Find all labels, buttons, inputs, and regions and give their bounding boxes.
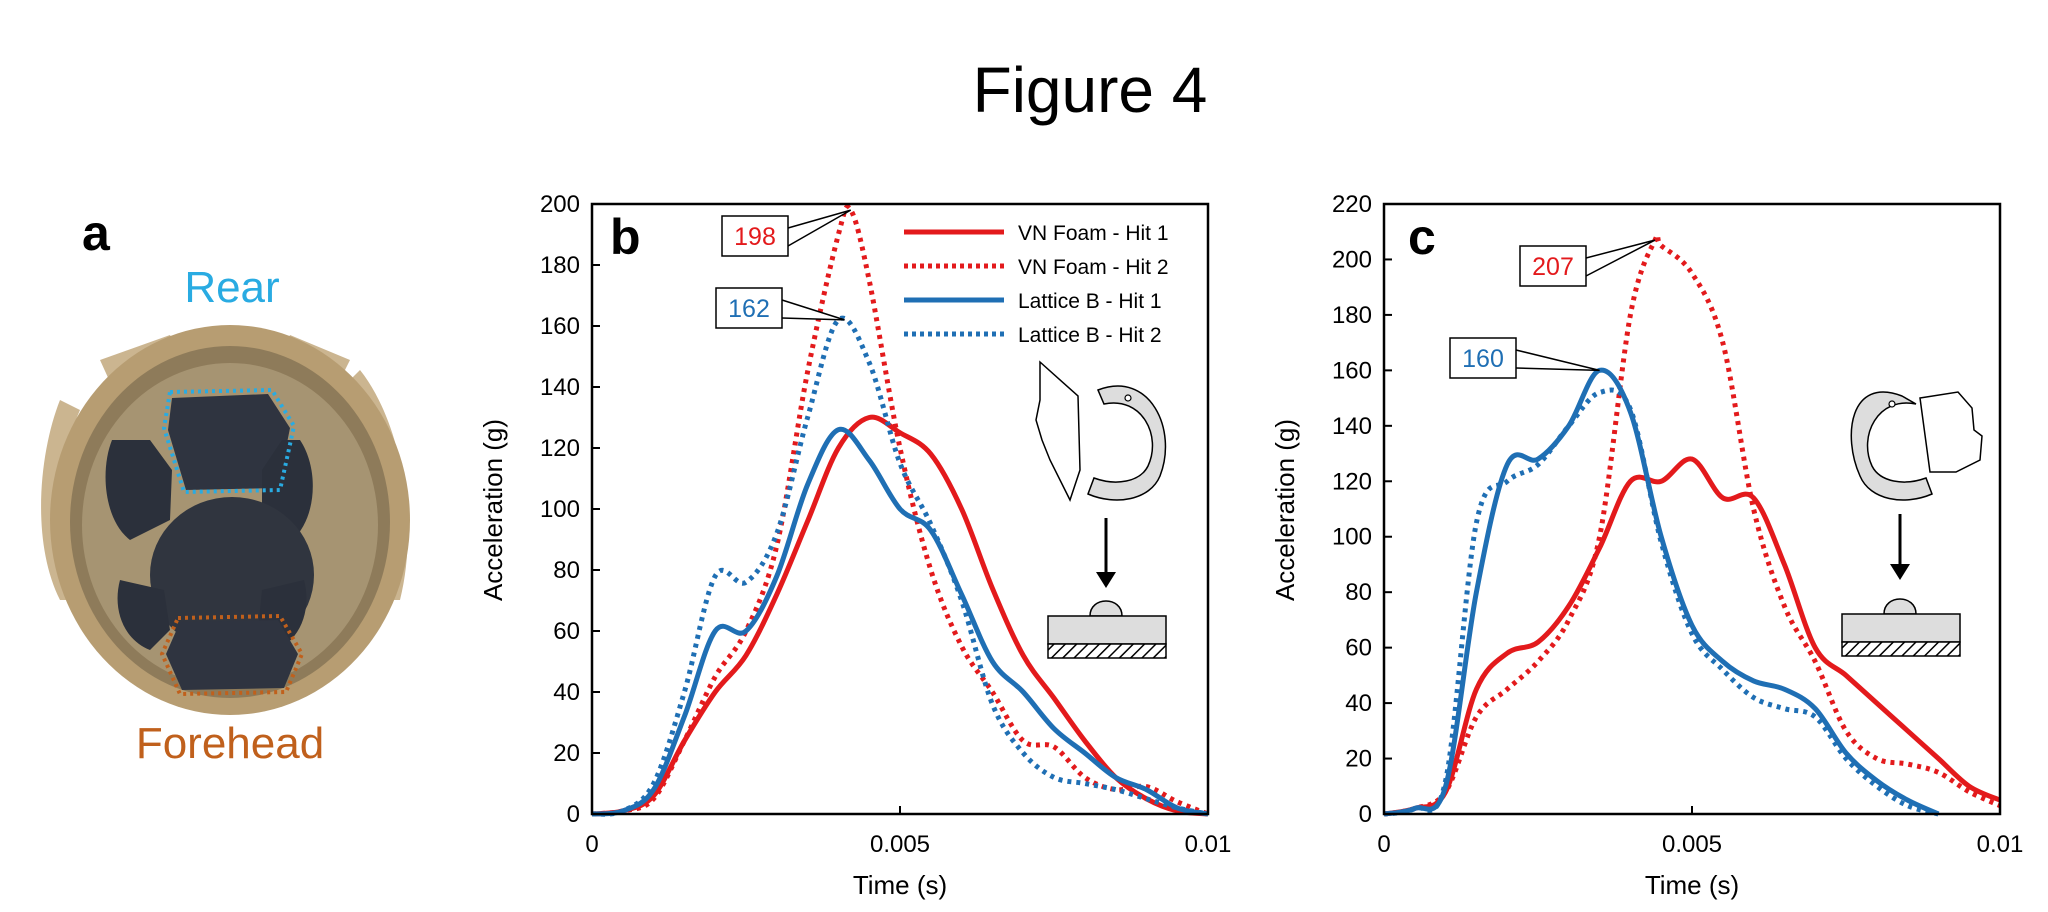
panel-c-head-profile — [1919, 391, 1983, 473]
panel-b-callouts: 198 162 — [715, 209, 852, 329]
panel-b-callout-box — [715, 287, 783, 329]
panel-c-y-tick-label: 100 — [1332, 524, 1372, 551]
panel-c-x-tick-label: 0.005 — [1662, 831, 1722, 858]
panel-b-y-tick-label: 160 — [540, 313, 580, 340]
panel-c-x-tick-label: 0 — [1377, 831, 1390, 858]
forehead-pad — [166, 620, 298, 690]
legend: VN Foam - Hit 1 VN Foam - Hit 2 Lattice … — [904, 222, 1169, 347]
panel-c: 0 20 40 60 80 100 120 140 160 180 200 220 0 0.005 0.01… — [1270, 191, 2023, 900]
panel-c-x-axis-title: Time (s) — [1645, 870, 1739, 900]
side-pad-left-upper — [105, 440, 172, 540]
panel-b-x-axis-title: Time (s) — [853, 870, 947, 900]
panel-b-callout-value: 162 — [728, 295, 770, 323]
panel-b-y-tick-label: 140 — [540, 374, 580, 401]
panel-a-letter: a — [82, 205, 111, 261]
panel-b-x-tick-label: 0.01 — [1185, 831, 1232, 858]
panel-c-anvil-base — [1841, 613, 1961, 643]
panel-b-y-tick-label: 0 — [567, 801, 580, 828]
panel-c-callouts: 207 160 — [1449, 239, 1656, 379]
panel-b-arrow-down-icon — [1096, 572, 1116, 588]
panel-c-anvil-dome — [1883, 598, 1917, 615]
panel-c-y-tick-label: 80 — [1345, 579, 1372, 606]
panel-b-callout-box — [721, 215, 789, 257]
rear-pad — [168, 394, 290, 490]
panel-a: a Rear Forehead — [41, 205, 410, 768]
panel-c-series — [1383, 232, 2002, 817]
forehead-pad-outline — [159, 613, 305, 697]
panel-c-x-tick-label: 0.01 — [1977, 831, 2024, 858]
panel-b-y-tick-label: 120 — [540, 435, 580, 462]
panel-c-callout-box — [1449, 337, 1517, 379]
rear-label: Rear — [184, 263, 279, 312]
helmet-illustration — [41, 325, 410, 715]
panel-b-anvil-base — [1047, 615, 1167, 645]
panel-c-y-tick-label: 20 — [1345, 746, 1372, 773]
panel-c-helmet-rivet-icon — [1888, 400, 1896, 408]
panel-b-y-axis-title-text: Acceleration (g) — [478, 419, 508, 601]
panel-b-y-tick-label: 180 — [540, 252, 580, 279]
legend-label-vn-foam-hit-1: VN Foam - Hit 1 — [1018, 222, 1169, 245]
panel-b-ground-hatch — [1047, 643, 1167, 659]
panel-b-x-tick-label: 0 — [585, 831, 598, 858]
panel-b-ticks: 0 20 40 60 80 100 120 140 160 180 200 0 0.005 0.01 — [540, 191, 1231, 858]
panel-b-plot-frame — [590, 202, 1210, 816]
panel-b-y-tick-label: 80 — [553, 557, 580, 584]
panel-c-y-axis-title-text: Acceleration (g) — [1270, 419, 1300, 601]
panel-c-y-tick-label: 160 — [1332, 357, 1372, 384]
panel-b-series-lattice-b-hit-2 — [591, 315, 1209, 817]
panel-c-plot-frame — [1382, 202, 2002, 816]
panel-b-callout-pointer — [787, 209, 852, 247]
panel-b-letter: b — [610, 209, 641, 265]
panel-b-helmet-rivet-icon — [1124, 394, 1132, 402]
panel-b-impact-schematic — [1035, 360, 1167, 659]
legend-label-lattice-b-hit-1: Lattice B - Hit 1 — [1018, 290, 1162, 313]
side-pad-left-lower — [117, 580, 170, 650]
panel-b-series-vn-foam-hit-2 — [591, 204, 1209, 817]
panel-b-series — [591, 204, 1209, 817]
panel-c-series-vn-foam-hit-1 — [1383, 456, 2002, 817]
panel-c-y-tick-label: 180 — [1332, 302, 1372, 329]
panel-b-y-tick-label: 60 — [553, 618, 580, 645]
panel-b-helmet-shell-icon — [1087, 385, 1167, 501]
panel-b-callout-pointer — [781, 299, 845, 321]
panel-c-series-vn-foam-hit-2 — [1383, 232, 2002, 817]
panel-c-y-tick-label: 120 — [1332, 468, 1372, 495]
forehead-label: Forehead — [136, 719, 324, 768]
panel-c-callout-value: 207 — [1532, 253, 1574, 281]
panel-c-y-tick-label: 40 — [1345, 690, 1372, 717]
panel-c-ground-hatch — [1841, 641, 1961, 657]
panel-b-y-tick-label: 20 — [553, 740, 580, 767]
figure-title: Figure 4 — [973, 54, 1208, 126]
panel-b-head-profile — [1035, 360, 1081, 502]
panel-c-arrow-down-icon — [1890, 564, 1910, 580]
panel-b-series-lattice-b-hit-1 — [591, 426, 1209, 817]
rear-pad-outline — [161, 387, 297, 495]
panel-c-callout-value: 160 — [1462, 345, 1504, 373]
panel-c-y-tick-label: 0 — [1359, 801, 1372, 828]
panel-c-ticks: 0 20 40 60 80 100 120 140 160 180 200 220 0 0.005 0.01 — [1332, 191, 2023, 858]
panel-c-callout-pointer — [1585, 239, 1656, 277]
legend-label-vn-foam-hit-2: VN Foam - Hit 2 — [1018, 256, 1169, 279]
panel-c-y-tick-label: 220 — [1332, 191, 1372, 218]
legend-label-lattice-b-hit-2: Lattice B - Hit 2 — [1018, 324, 1162, 347]
panel-b-y-tick-label: 40 — [553, 679, 580, 706]
panel-b-callout-value: 198 — [734, 223, 776, 251]
panel-c-y-tick-label: 200 — [1332, 246, 1372, 273]
panel-c-callout-pointer — [1515, 349, 1600, 372]
panel-c-impact-schematic — [1841, 391, 1983, 657]
panel-b-y-axis-title: Acceleration (g) — [478, 419, 508, 601]
panel-b-y-tick-label: 200 — [540, 191, 580, 218]
panel-c-callout-box — [1519, 245, 1587, 287]
panel-c-series-lattice-b-hit-1 — [1383, 367, 1940, 817]
panel-c-y-tick-label: 140 — [1332, 413, 1372, 440]
panel-b-y-tick-label: 100 — [540, 496, 580, 523]
panel-c-y-tick-label: 60 — [1345, 635, 1372, 662]
panel-c-letter: c — [1408, 209, 1436, 265]
panel-c-helmet-shell-icon — [1850, 391, 1933, 501]
panel-b-anvil-dome — [1089, 600, 1123, 617]
panel-b-x-tick-label: 0.005 — [870, 831, 930, 858]
panel-c-y-axis-title: Acceleration (g) — [1270, 419, 1300, 601]
